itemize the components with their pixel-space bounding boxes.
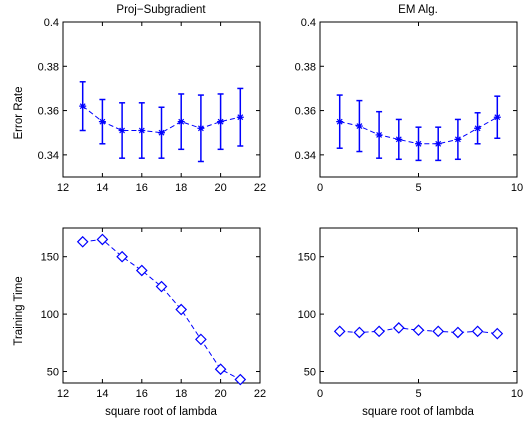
plot-marks: 0 5 10 50 100 150 xyxy=(298,228,523,400)
plot-marks: 12 14 16 18 20 22 0.34 0.36 0.38 0.4 xyxy=(38,17,267,194)
y-tick-label: 0.36 xyxy=(295,106,316,118)
plot-area xyxy=(62,227,261,384)
x-tick-label: 16 xyxy=(136,388,148,400)
y-tick-label: 0.36 xyxy=(38,106,59,118)
x-tick-label: 12 xyxy=(57,182,69,194)
data-point-asterisk xyxy=(434,140,442,148)
chart-title: Proj−Subgradient xyxy=(116,4,206,16)
data-point-diamond xyxy=(76,235,89,248)
data-point-diamond xyxy=(491,327,504,340)
chart-title: EM Alg. xyxy=(398,4,438,16)
y-tick-label: 0.38 xyxy=(38,61,59,73)
y-axis-label: Error Rate xyxy=(13,86,25,139)
x-tick-label: 20 xyxy=(214,388,226,400)
x-tick-label: 0 xyxy=(317,388,323,400)
x-tick-label: 22 xyxy=(254,388,266,400)
x-tick-label: 18 xyxy=(175,182,187,194)
y-tick-label: 0.4 xyxy=(301,17,316,29)
x-tick-label: 0 xyxy=(317,182,323,194)
series-line xyxy=(82,238,241,381)
x-tick-label: 22 xyxy=(254,182,266,194)
x-axis-label: square root of lambda xyxy=(105,406,217,418)
data-point-diamond xyxy=(234,373,247,386)
x-tick-label: 10 xyxy=(511,388,523,400)
data-point-asterisk xyxy=(493,113,501,121)
data-point-diamond xyxy=(333,325,346,338)
data-point-asterisk xyxy=(197,124,205,132)
y-tick-label: 100 xyxy=(298,309,316,321)
data-point-diamond xyxy=(175,303,188,316)
data-point-asterisk xyxy=(217,118,225,126)
y-tick-label: 100 xyxy=(41,309,59,321)
x-tick-label: 16 xyxy=(136,182,148,194)
plot-marks: 12 14 16 18 20 22 50 100 150 xyxy=(41,228,266,400)
x-tick-label: 14 xyxy=(96,182,108,194)
data-point-diamond xyxy=(353,326,366,339)
y-axis-label: Training Time xyxy=(13,276,25,345)
panel-error-rate-proj-subgradient: Proj−Subgradient Error Rate 12 14 16 18 20 22… xyxy=(13,4,266,194)
data-point-asterisk xyxy=(415,140,422,148)
data-point-diamond xyxy=(214,363,227,376)
y-tick-label: 0.38 xyxy=(295,61,316,73)
x-tick-label: 14 xyxy=(96,388,108,400)
y-tick-label: 150 xyxy=(41,252,59,264)
data-point-asterisk xyxy=(118,127,126,134)
panel-error-rate-em-alg: EM Alg. 0 5 10 0.34 0.36 0.38 0.4 xyxy=(295,4,524,194)
y-tick-label: 150 xyxy=(298,252,316,264)
y-tick-label: 50 xyxy=(47,367,59,379)
x-tick-label: 5 xyxy=(415,182,421,194)
x-axis-label: square root of lambda xyxy=(362,406,474,418)
data-point-asterisk xyxy=(355,122,363,130)
data-point-diamond xyxy=(412,324,425,337)
x-tick-label: 20 xyxy=(214,182,226,194)
data-point-asterisk xyxy=(98,118,106,126)
x-tick-label: 12 xyxy=(57,388,69,400)
data-point-diamond xyxy=(155,280,168,293)
data-point-diamond xyxy=(392,322,405,334)
data-point-diamond xyxy=(471,325,484,338)
y-tick-label: 0.34 xyxy=(295,150,316,162)
data-point-asterisk xyxy=(454,135,462,143)
data-point-asterisk xyxy=(395,135,403,143)
data-point-asterisk xyxy=(375,131,383,139)
data-point-diamond xyxy=(452,326,464,339)
y-tick-label: 0.4 xyxy=(44,17,59,29)
data-point-asterisk xyxy=(236,113,244,121)
data-point-diamond xyxy=(116,250,128,263)
data-point-diamond xyxy=(135,264,148,277)
x-tick-label: 18 xyxy=(175,388,187,400)
data-point-asterisk xyxy=(79,102,87,110)
x-tick-label: 10 xyxy=(511,182,523,194)
series-line xyxy=(339,327,498,335)
panel-training-time-proj-subgradient: Training Time square root of lambda 12 14… xyxy=(13,227,266,418)
plot-marks: 0 5 10 0.34 0.36 0.38 0.4 xyxy=(295,17,524,194)
plot-area xyxy=(319,227,518,384)
series-line xyxy=(82,105,241,134)
data-point-asterisk xyxy=(138,127,146,134)
data-point-diamond xyxy=(373,325,385,338)
panel-training-time-em-alg: square root of lambda 0 5 10 50 100 150 xyxy=(298,227,523,418)
data-point-diamond xyxy=(432,325,445,338)
data-point-diamond xyxy=(195,333,207,346)
data-point-asterisk xyxy=(177,118,185,126)
y-tick-label: 50 xyxy=(304,367,316,379)
x-tick-label: 5 xyxy=(415,388,421,400)
data-point-asterisk xyxy=(336,118,344,126)
data-point-asterisk xyxy=(474,124,482,132)
y-tick-label: 0.34 xyxy=(38,150,59,162)
data-point-diamond xyxy=(96,233,109,246)
data-point-asterisk xyxy=(158,129,165,137)
